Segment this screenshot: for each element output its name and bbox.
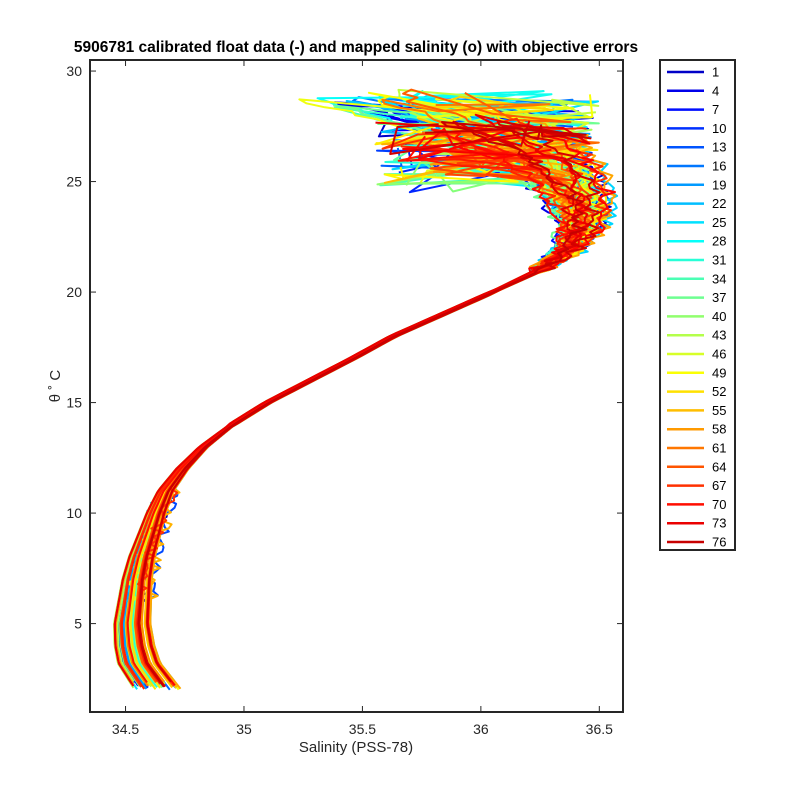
legend-label: 22 (712, 196, 726, 211)
legend-label: 34 (712, 271, 726, 286)
legend-label: 46 (712, 347, 726, 362)
legend-label: 64 (712, 459, 726, 474)
y-tick-label: 30 (66, 63, 82, 79)
axis-ticks: 34.5 35 35.5 36 36.5 5 10 15 20 25 30 (66, 60, 623, 737)
legend-items: 1 4 7 10 13 16 19 22 25 28 31 34 37 40 43 46 49 52 55 58 61 6… (667, 65, 726, 550)
legend: 1 4 7 10 13 16 19 22 25 28 31 34 37 40 43 46 49 52 55 58 61 6… (659, 59, 736, 551)
x-tick-label: 34.5 (112, 721, 139, 737)
legend-label: 58 (712, 422, 726, 437)
profile-line-76 (137, 121, 588, 688)
x-tick-label: 35 (236, 721, 252, 737)
y-tick-label: 25 (66, 174, 82, 190)
legend-label: 10 (712, 121, 726, 136)
y-tick-label: 5 (74, 616, 82, 632)
legend-label: 55 (712, 403, 726, 418)
profile-line-70 (126, 128, 573, 683)
legend-box (659, 59, 736, 551)
legend-label: 31 (712, 253, 726, 268)
x-tick-label: 36.5 (586, 721, 613, 737)
legend-label: 49 (712, 365, 726, 380)
profiles-group (113, 88, 619, 691)
legend-label: 4 (712, 83, 719, 98)
y-tick-label: 10 (66, 505, 82, 521)
x-axis-label: Salinity (PSS-78) (299, 739, 413, 756)
legend-label: 13 (712, 140, 726, 155)
legend-label: 16 (712, 159, 726, 174)
legend-label: 28 (712, 234, 726, 249)
legend-label: 73 (712, 516, 726, 531)
plot-area: 34.5 35 35.5 36 36.5 5 10 15 20 25 30 (66, 59, 624, 737)
legend-label: 37 (712, 290, 726, 305)
legend-label: 40 (712, 309, 726, 324)
legend-label: 52 (712, 384, 726, 399)
legend-label: 70 (712, 497, 726, 512)
legend-label: 67 (712, 478, 726, 493)
legend-label: 25 (712, 215, 726, 230)
legend-label: 1 (712, 65, 719, 80)
y-axis-label: θ ˚ C (47, 370, 64, 403)
y-tick-label: 15 (66, 395, 82, 411)
profile-line-73 (113, 113, 591, 685)
x-tick-label: 36 (473, 721, 489, 737)
legend-label: 19 (712, 177, 726, 192)
chart-title: 5906781 calibrated float data (-) and ma… (74, 39, 638, 56)
legend-label: 61 (712, 441, 726, 456)
plot-frame (89, 59, 624, 713)
y-tick-label: 20 (66, 284, 82, 300)
legend-label: 43 (712, 328, 726, 343)
legend-label: 7 (712, 102, 719, 117)
legend-label: 76 (712, 535, 726, 550)
x-tick-label: 35.5 (349, 721, 376, 737)
